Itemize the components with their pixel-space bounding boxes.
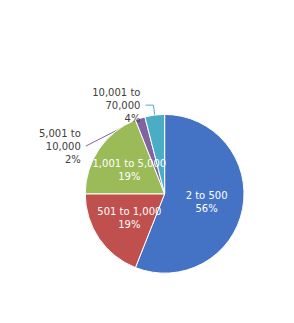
svg-text:4%: 4%	[125, 113, 141, 124]
svg-text:10,000: 10,000	[46, 141, 81, 152]
svg-text:1,001 to 5,000: 1,001 to 5,000	[93, 158, 167, 169]
svg-text:56%: 56%	[195, 203, 217, 214]
svg-text:70,000: 70,000	[105, 100, 140, 111]
svg-text:2 to 500: 2 to 500	[186, 190, 228, 201]
svg-text:2%: 2%	[65, 154, 81, 165]
svg-text:19%: 19%	[118, 171, 140, 182]
svg-text:10,001 to: 10,001 to	[92, 87, 140, 98]
svg-text:5,001 to: 5,001 to	[39, 128, 81, 139]
svg-text:19%: 19%	[118, 219, 140, 230]
svg-text:501 to 1,000: 501 to 1,000	[97, 206, 161, 217]
